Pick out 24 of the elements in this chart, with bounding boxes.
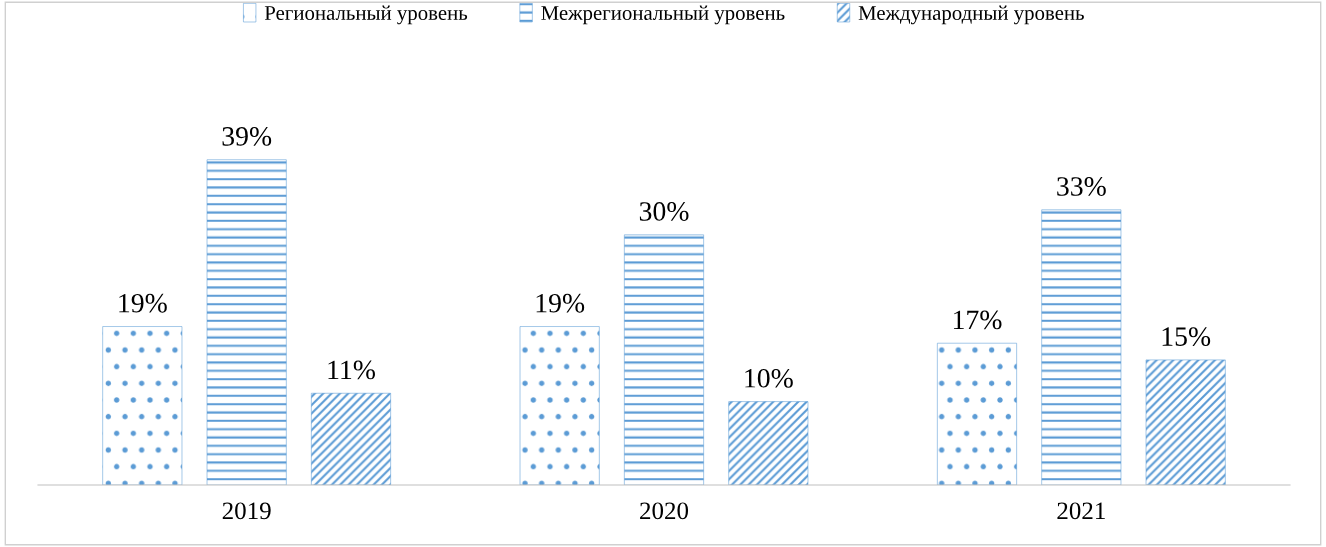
data-label: 30% [639, 202, 689, 221]
legend-label: Международный уровень [858, 5, 1084, 25]
data-label: 17% [953, 310, 1002, 330]
bar [519, 326, 600, 485]
legend-label: Региональный уровень [264, 5, 468, 25]
x-tick-label: 2019 [222, 502, 271, 520]
data-label: 11% [328, 360, 375, 380]
bar [624, 234, 704, 485]
data-label: 39% [222, 127, 272, 146]
bar [1041, 209, 1122, 485]
data-label: 19% [119, 293, 167, 313]
bar [937, 342, 1017, 485]
data-label: 19% [536, 293, 585, 313]
data-label: 15% [1162, 327, 1211, 347]
bar [311, 392, 391, 485]
bar [102, 326, 183, 485]
legend-label: Межрегиональный уровень [541, 5, 785, 25]
data-label: 10% [745, 368, 793, 388]
data-label: 33% [1057, 177, 1106, 196]
bar [206, 159, 287, 485]
x-tick-label: 2020 [640, 502, 689, 520]
x-tick-label: 2021 [1057, 502, 1105, 520]
bar [728, 401, 809, 485]
bar [1145, 359, 1226, 485]
